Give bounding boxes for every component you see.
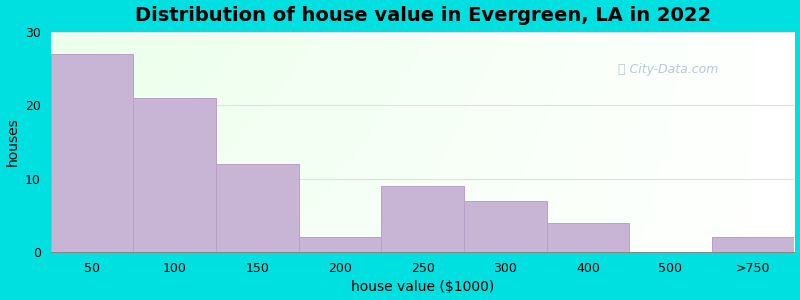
Title: Distribution of house value in Evergreen, LA in 2022: Distribution of house value in Evergreen…	[134, 6, 710, 25]
Y-axis label: houses: houses	[6, 118, 19, 166]
Bar	[50, 54, 134, 252]
X-axis label: house value ($1000): house value ($1000)	[351, 280, 494, 294]
Bar	[464, 201, 546, 252]
Bar	[546, 223, 629, 252]
Bar	[712, 238, 794, 252]
Bar	[298, 238, 382, 252]
Bar	[134, 98, 216, 252]
Bar	[216, 164, 298, 252]
Text: ⓘ City-Data.com: ⓘ City-Data.com	[618, 63, 718, 76]
Bar	[382, 186, 464, 252]
